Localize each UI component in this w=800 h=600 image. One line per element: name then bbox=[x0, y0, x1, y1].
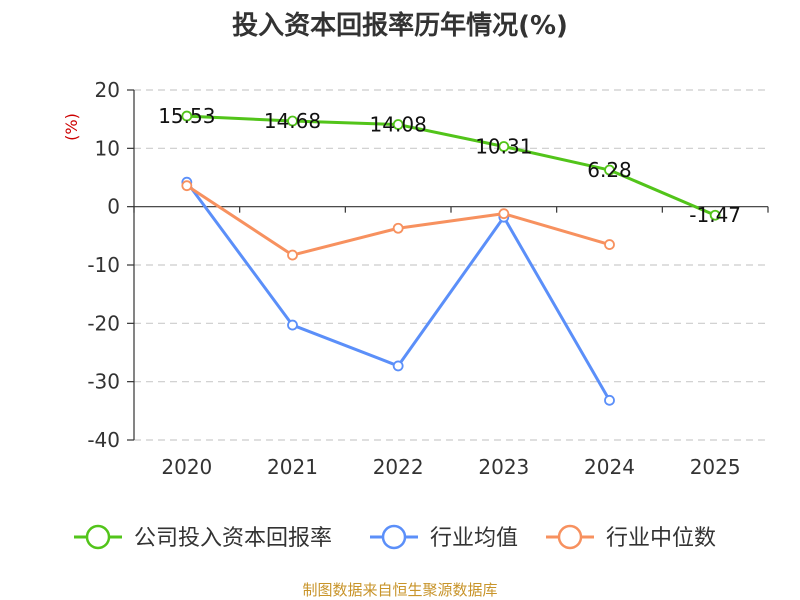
data-point bbox=[604, 239, 615, 250]
data-point bbox=[392, 119, 404, 130]
x-tick-label: 2021 bbox=[267, 455, 318, 479]
legend: 公司投入资本回报率 行业均值 行业中位数 bbox=[74, 524, 716, 551]
data-label: 10.31 bbox=[475, 135, 532, 159]
data-point bbox=[604, 394, 615, 406]
data-point bbox=[287, 115, 298, 127]
data-label: 14.08 bbox=[370, 113, 427, 137]
series bbox=[181, 110, 721, 406]
x-tick-label: 2024 bbox=[584, 455, 635, 479]
y-tick-label: -30 bbox=[87, 370, 120, 394]
series-line bbox=[186, 184, 610, 257]
data-point bbox=[287, 249, 298, 261]
data-point bbox=[392, 360, 404, 372]
legend-marker bbox=[381, 524, 407, 550]
data-labels: 15.53 14.68 14.08 10.31 6.28 -1.47 bbox=[158, 104, 741, 227]
x-tick-label: 2025 bbox=[690, 455, 741, 479]
grid bbox=[134, 89, 768, 441]
axes: 20 10 0 -10 -20 -30 -40 2020 2021 2022 2023 2024 202… bbox=[87, 78, 769, 479]
data-point bbox=[498, 141, 510, 152]
data-label: 14.68 bbox=[264, 109, 321, 133]
legend-label: 行业均值 bbox=[430, 526, 518, 551]
y-tick-label: 10 bbox=[95, 136, 120, 160]
data-point bbox=[287, 319, 298, 331]
data-label: 6.28 bbox=[587, 158, 632, 182]
data-point bbox=[181, 180, 193, 192]
source-text: 制图数据来自恒生聚源数据库 bbox=[302, 581, 497, 599]
chart-title: 投入资本回报率历年情况(%) bbox=[232, 10, 568, 41]
legend-label: 行业中位数 bbox=[606, 526, 716, 551]
data-point bbox=[392, 222, 404, 234]
data-point bbox=[181, 110, 193, 122]
legend-marker bbox=[557, 524, 583, 550]
y-axis-unit: (%) bbox=[62, 113, 81, 141]
y-tick-label: -20 bbox=[87, 311, 120, 335]
data-point bbox=[604, 164, 615, 176]
legend-marker bbox=[85, 524, 111, 550]
series-line bbox=[186, 114, 716, 217]
y-tick-label: 0 bbox=[107, 195, 120, 219]
legend-label: 公司投入资本回报率 bbox=[134, 526, 332, 551]
data-label: -1.47 bbox=[689, 203, 741, 227]
data-point bbox=[709, 209, 721, 221]
x-tick-label: 2022 bbox=[373, 455, 424, 479]
data-point bbox=[498, 208, 510, 220]
y-tick-label: 20 bbox=[95, 78, 120, 102]
data-label: 15.53 bbox=[158, 104, 215, 128]
y-tick-label: -10 bbox=[87, 253, 120, 277]
x-tick-label: 2023 bbox=[478, 455, 529, 479]
x-tick-label: 2020 bbox=[161, 455, 212, 479]
y-tick-label: -40 bbox=[87, 428, 120, 452]
